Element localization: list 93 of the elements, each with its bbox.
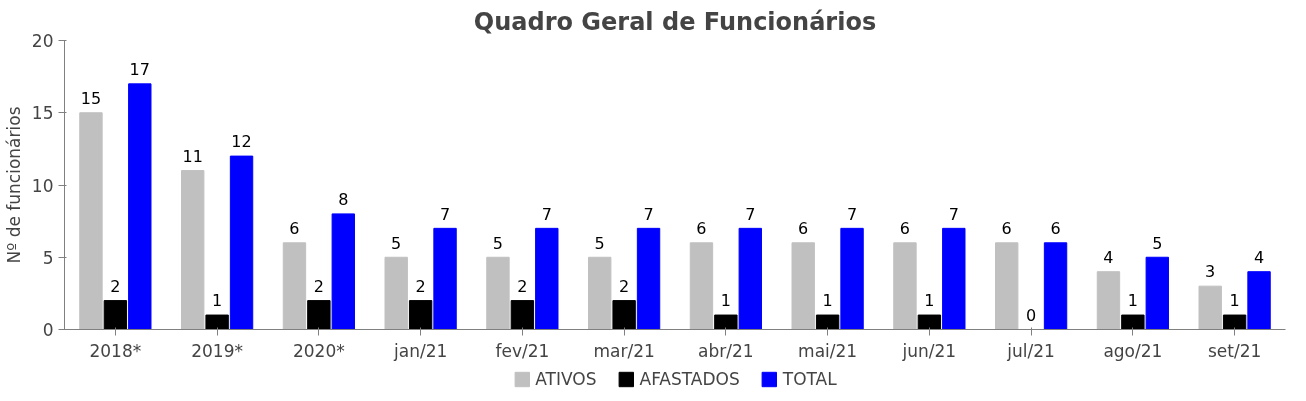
x-tick-label: mar/21 [593,340,655,361]
bar [738,227,762,330]
bar [1043,242,1068,330]
data-label: 1 [212,291,223,311]
bar [942,227,966,330]
x-tick-label: 2018* [89,340,142,361]
bar [307,300,331,330]
x-tick-label: jun/21 [901,340,957,361]
data-label: 1 [1127,291,1138,311]
y-tick-label: 20 [31,31,54,51]
bar [1121,314,1145,330]
data-label: 6 [1001,219,1012,239]
data-label: 2 [415,276,426,296]
data-label: 6 [899,219,911,239]
data-label: 2 [110,276,121,296]
y-tick-label: 0 [42,320,54,340]
data-label: 17 [129,60,150,80]
x-tick-label: set/21 [1207,340,1262,361]
data-label: 5 [594,233,605,253]
data-label: 2 [313,276,324,296]
data-label: 2 [517,276,528,296]
x-tick-label: jan/21 [392,340,448,361]
legend-label: AFASTADOS [639,369,740,389]
data-label: 1 [720,291,731,311]
bar [840,227,864,330]
bar [791,242,815,330]
bar [689,242,714,330]
data-label: 6 [696,219,707,239]
data-label: 7 [846,204,858,224]
x-tick-label: fev/21 [495,340,550,361]
data-label: 2 [619,276,630,296]
data-label: 7 [541,204,552,224]
data-label: 1 [924,291,935,311]
bar [433,227,457,330]
x-tick-label: 2020* [292,340,345,361]
x-tick-label: abr/21 [698,340,754,361]
bar [1247,271,1271,330]
data-label: 7 [439,204,451,224]
y-tick-label: 15 [31,103,54,124]
bar [331,213,355,330]
bar [588,256,612,330]
x-tick-label: 2019* [191,340,244,361]
bar [1198,285,1222,330]
y-axis-title: Nº de funcionários [3,106,24,264]
bar [714,314,738,330]
bar [384,256,408,330]
bar [917,314,942,330]
data-label: 6 [289,219,300,239]
data-label: 6 [1050,219,1061,239]
bar [535,227,559,330]
bar [1145,256,1169,330]
bar [1222,314,1247,330]
bar [408,300,433,330]
data-label: 15 [80,89,102,109]
chart-title: Quadro Geral de Funcionários [473,7,877,36]
bar [205,314,229,330]
data-label: 12 [231,132,252,152]
data-label: 6 [798,219,809,239]
y-tick-label: 5 [42,247,54,268]
bar [229,155,254,330]
data-label: 5 [391,233,402,253]
data-label: 11 [182,146,203,166]
data-label: 8 [338,190,349,210]
bar [510,300,535,330]
data-label: 5 [1152,233,1163,253]
x-tick-label: jul/21 [1006,340,1055,361]
bar [636,227,661,330]
data-label: 7 [745,204,756,224]
legend-label: TOTAL [782,369,837,389]
data-label: 7 [948,204,959,224]
bar [181,170,205,330]
bar [103,300,128,330]
legend-label: ATIVOS [535,369,597,389]
bar [995,242,1019,330]
bar [128,83,152,330]
data-label: 4 [1253,248,1265,268]
y-tick-label: 10 [31,175,54,196]
x-tick-label: ago/21 [1103,340,1163,361]
bar [282,242,307,330]
data-label: 3 [1205,262,1216,282]
data-label: 1 [1229,291,1240,311]
bar [486,256,510,330]
x-tick-label: mai/21 [798,340,858,361]
data-label: 4 [1103,248,1114,268]
bar [1096,271,1121,330]
bar [612,300,636,330]
data-label: 5 [492,233,504,253]
bar [79,112,103,330]
data-label: 7 [643,204,654,224]
bar [815,314,840,330]
data-label: 0 [1026,305,1037,325]
bar [893,242,917,330]
data-label: 1 [822,291,833,311]
